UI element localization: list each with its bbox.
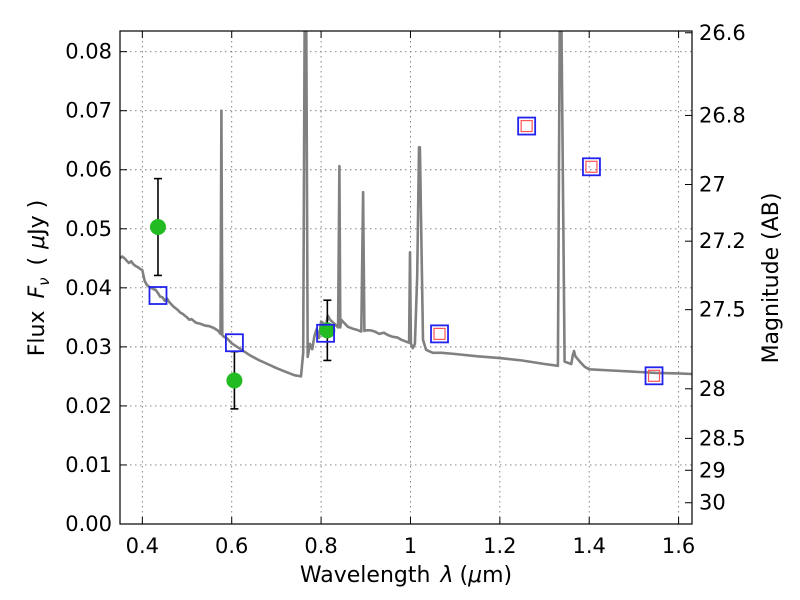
y-axis-label: FluxFν(μJy ) <box>25 200 53 356</box>
y-tick-label: 0.01 <box>65 453 112 477</box>
model-spectrum <box>120 31 692 378</box>
observed-flux-point <box>149 219 166 236</box>
y-tick-label: 0.04 <box>65 276 112 300</box>
x-tick-label: 1.6 <box>662 534 695 558</box>
x-tick-label: 1.4 <box>573 534 606 558</box>
x-tick-label: 1 <box>404 534 417 558</box>
x-tick-label: 1.2 <box>483 534 516 558</box>
x-tick-label: 0.4 <box>126 534 159 558</box>
x-axis-label: Wavelength λ (μm) <box>300 563 512 588</box>
y2-tick-label: 29 <box>699 458 726 482</box>
y2-tick-label: 26.8 <box>699 103 746 127</box>
observed-flux-point <box>226 372 243 389</box>
plot-frame <box>119 30 693 525</box>
y2-axis-label: Magnitude (AB) <box>759 193 784 364</box>
spectrum-line <box>120 31 692 378</box>
y2-tick-label: 28.5 <box>699 426 746 450</box>
model-flux-inner-square <box>585 160 598 173</box>
y-tick-label: 0.00 <box>65 512 112 536</box>
x-tick-label: 0.8 <box>304 534 337 558</box>
model-flux-square <box>316 323 335 343</box>
axis-ticks: 0.4 0.6 0.8 1 1.2 1.4 1.6 0.00 0.01 0.02 0.03 0.04 0… <box>65 21 746 558</box>
y-tick-label: 0.02 <box>65 394 112 418</box>
y2-tick-label: 26.6 <box>699 21 746 45</box>
y-tick-label: 0.05 <box>65 217 112 241</box>
y2-tick-label: 28 <box>699 377 726 401</box>
model-flux-inner-square <box>520 119 533 133</box>
model-flux-square <box>148 286 168 305</box>
y-tick-label: 0.07 <box>65 99 112 123</box>
y2-tick-label: 27.5 <box>699 298 746 322</box>
y2-tick-label: 27 <box>699 173 726 197</box>
y2-tick-label: 30 <box>699 491 726 515</box>
model-flux-square <box>582 157 601 177</box>
x-tick-label: 0.6 <box>215 534 248 558</box>
model-flux-square <box>517 116 537 136</box>
grid-lines <box>120 31 692 525</box>
y-tick-label: 0.08 <box>65 40 112 64</box>
model-flux-square <box>224 333 244 353</box>
model-flux-square <box>430 324 449 344</box>
y-tick-label: 0.06 <box>65 158 112 182</box>
y-tick-label: 0.03 <box>65 335 112 359</box>
model-flux-square <box>644 366 664 386</box>
model-flux-inner-square <box>433 327 446 340</box>
model-flux-inner-square <box>647 369 661 382</box>
y2-tick-label: 27.2 <box>699 229 746 253</box>
photometry-points <box>148 116 664 410</box>
